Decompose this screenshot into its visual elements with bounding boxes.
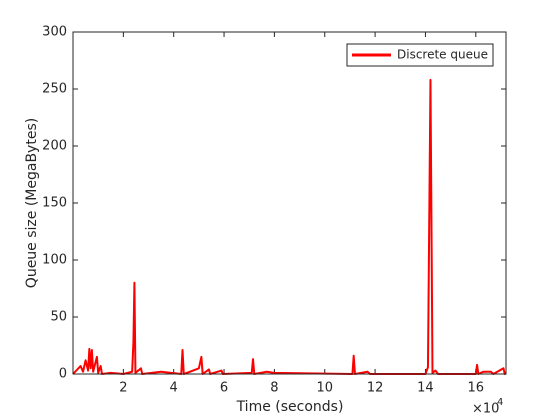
plot-area [73,32,506,374]
axes-box [72,31,507,375]
y-tick-label: 300 [42,25,67,40]
x-tick-label: 16 [468,381,485,396]
x-tick-label: 14 [417,381,434,396]
data-line [72,78,507,375]
x-tick-label: 4 [170,381,178,396]
legend-label: Discrete queue [397,48,488,62]
y-tick-label: 200 [42,139,67,154]
y-tick-label: 0 [59,367,67,382]
y-tick-label: 150 [42,196,67,211]
x-multiplier-exponent: 4 [497,397,503,408]
x-tick-label: 10 [316,381,333,396]
y-tick-label: 50 [50,310,67,325]
y-axis-label: Queue size (MegaBytes) [24,118,40,288]
x-tick-label: 12 [367,381,384,396]
legend-box [346,43,494,67]
y-tick-label: 100 [42,253,67,268]
x-tick-label: 6 [220,381,228,396]
y-tick-label: 250 [42,82,67,97]
x-multiplier: ×10 [472,402,499,417]
x-axis-label: Time (seconds) [236,399,344,415]
x-tick-label: 8 [270,381,278,396]
x-tick-label: 2 [119,381,127,396]
